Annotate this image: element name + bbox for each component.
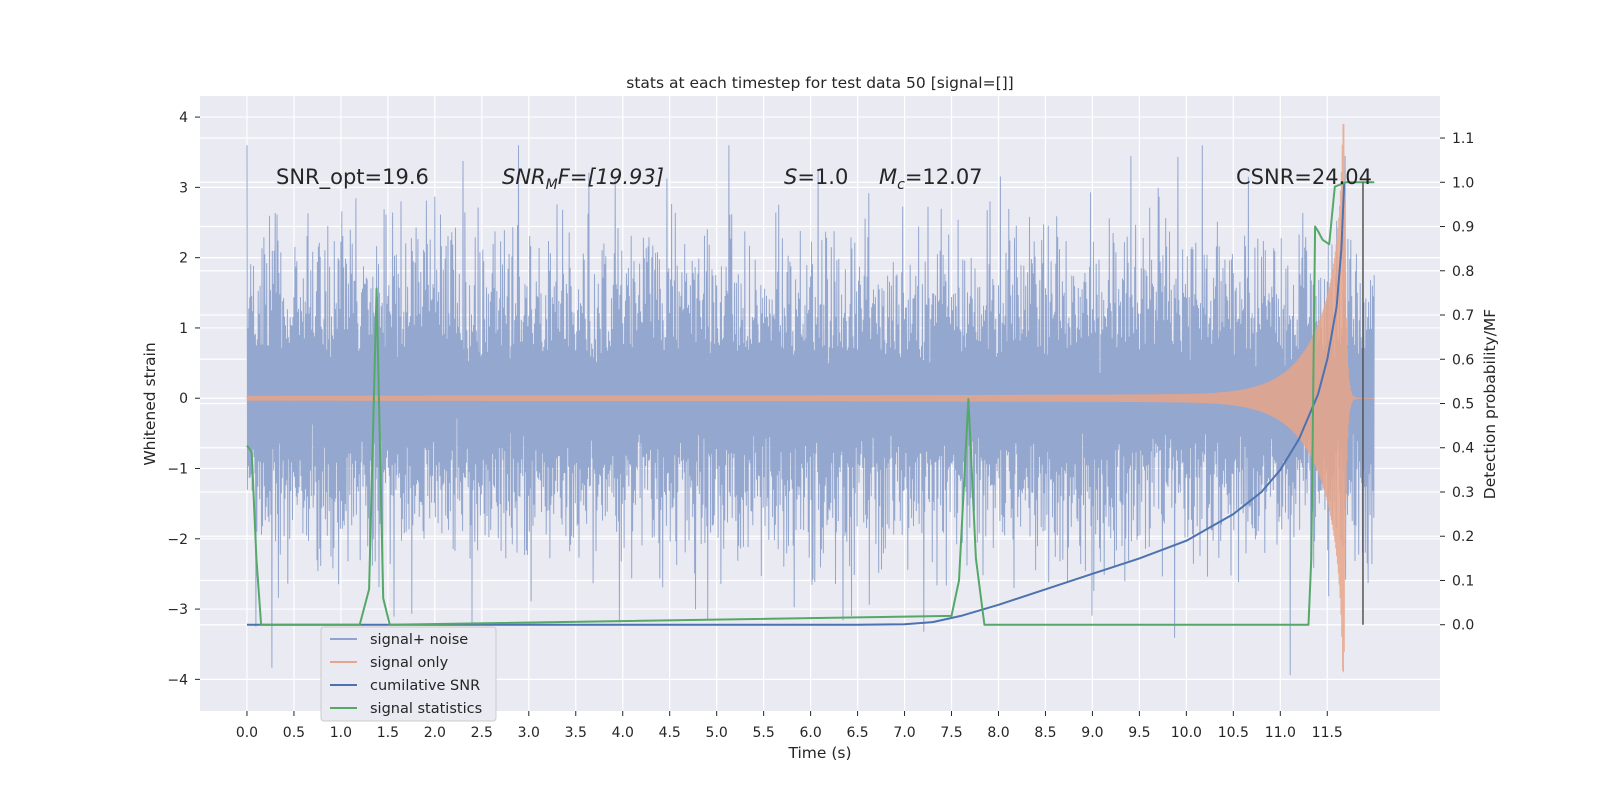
x-tick-label-6: 3.0 — [518, 725, 540, 741]
left-axis-ticks: 4 3 2 1 0 −1 −2 −3 −4 — [167, 110, 200, 688]
x-tick-label-5: 2.5 — [471, 725, 493, 741]
yr-tick-label-1: 1.0 — [1452, 175, 1474, 191]
yr-tick-label-10: 0.1 — [1452, 573, 1474, 589]
yr-tick-label-3: 0.8 — [1452, 264, 1474, 280]
x-tick-label-13: 6.5 — [846, 725, 868, 741]
yr-tick-label-8: 0.3 — [1452, 485, 1474, 501]
x-tick-label-12: 6.0 — [799, 725, 821, 741]
yr-tick-label-11: 0.0 — [1452, 618, 1474, 634]
x-tick-label-22: 11.0 — [1265, 725, 1296, 741]
x-tick-label-7: 3.5 — [565, 725, 587, 741]
legend-box — [320, 626, 497, 722]
x-tick-label-4: 2.0 — [424, 725, 446, 741]
yl-tick-label-4: 0 — [179, 391, 188, 407]
yr-tick-label-7: 0.4 — [1452, 441, 1474, 457]
x-axis-ticks: 0.0 0.5 1.0 1.5 2.0 2.5 3.0 3.5 4.0 4.5 5.0 5.5 6.0 6… — [236, 711, 1343, 741]
yl-tick-label-3: 1 — [179, 321, 188, 337]
yr-tick-label-2: 0.9 — [1452, 220, 1474, 236]
yl-tick-label-2: 2 — [179, 251, 188, 267]
yr-tick-label-0: 1.1 — [1452, 131, 1474, 147]
annotation-csnr: CSNR=24.04 — [1236, 165, 1372, 189]
x-tick-label-3: 1.5 — [377, 725, 399, 741]
x-tick-label-8: 4.0 — [612, 725, 634, 741]
x-tick-label-11: 5.5 — [753, 725, 775, 741]
yr-tick-label-4: 0.7 — [1452, 308, 1474, 324]
x-tick-label-9: 4.5 — [659, 725, 681, 741]
line-cumilative-snr — [247, 182, 1346, 626]
line-signal-plus-noise — [246, 145, 1375, 676]
x-tick-label-23: 11.5 — [1312, 725, 1343, 741]
x-tick-label-17: 8.5 — [1034, 725, 1056, 741]
yr-tick-label-9: 0.2 — [1452, 529, 1474, 545]
legend-label-signal: signal only — [370, 655, 449, 671]
annotation-snr-mf: SNRMF=[19.93] — [502, 165, 664, 193]
right-axis-ticks: 1.1 1.0 0.9 0.8 0.7 0.6 0.5 0.4 0.3 0.2 0.1 0.0 — [1440, 131, 1474, 634]
legend-label-stats: signal statistics — [370, 701, 482, 717]
yl-tick-label-1: 3 — [179, 180, 188, 196]
annotation-mc: Mc=12.07 — [879, 165, 983, 193]
x-tick-label-2: 1.0 — [330, 725, 352, 741]
annotation-s: S=1.0 — [784, 165, 848, 189]
line-signal-statistics — [246, 181, 1375, 626]
annotation-snr-opt: SNR_opt=19.6 — [276, 165, 429, 190]
yl-tick-label-6: −2 — [167, 532, 188, 548]
legend-label-noise: signal+ noise — [370, 632, 468, 648]
line-signal-only — [246, 124, 1375, 673]
series-signal-plus-noise — [246, 145, 1375, 676]
x-tick-label-10: 5.0 — [706, 725, 728, 741]
x-tick-label-1: 0.5 — [283, 725, 305, 741]
x-tick-label-15: 7.5 — [940, 725, 962, 741]
chart-title: stats at each timestep for test data 50 … — [626, 74, 1013, 92]
x-tick-label-18: 9.0 — [1081, 725, 1103, 741]
x-tick-label-16: 8.0 — [987, 725, 1009, 741]
right-axis-label: Detection probability/MF — [1481, 309, 1499, 500]
left-axis-label: Whitened strain — [141, 342, 159, 465]
legend: signal+ noise signal only cumilative SNR… — [320, 626, 497, 722]
x-tick-label-19: 9.5 — [1128, 725, 1150, 741]
x-tick-label-21: 10.5 — [1218, 725, 1249, 741]
yl-tick-label-5: −1 — [167, 462, 188, 478]
series-cumilative-snr — [247, 182, 1346, 626]
legend-label-csnr: cumilative SNR — [370, 678, 480, 694]
yl-tick-label-0: 4 — [179, 110, 188, 126]
yr-tick-label-5: 0.6 — [1452, 352, 1474, 368]
x-tick-label-20: 10.0 — [1171, 725, 1202, 741]
x-tick-label-14: 7.0 — [893, 725, 915, 741]
series-signal-statistics — [246, 181, 1375, 626]
yl-tick-label-7: −3 — [167, 602, 188, 618]
yl-tick-label-8: −4 — [167, 672, 188, 688]
series-signal-only — [246, 124, 1375, 673]
x-tick-label-0: 0.0 — [236, 725, 258, 741]
yr-tick-label-6: 0.5 — [1452, 397, 1474, 413]
x-axis-label: Time (s) — [787, 744, 851, 762]
